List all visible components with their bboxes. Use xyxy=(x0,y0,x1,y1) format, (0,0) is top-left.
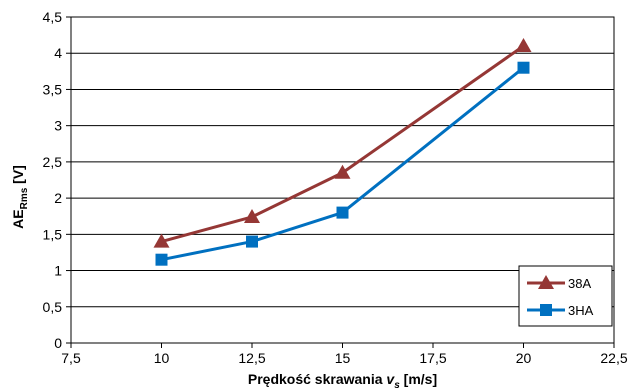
y-tick-label: 4 xyxy=(54,45,62,61)
y-tick-label: 0,5 xyxy=(43,299,63,315)
x-tick-label: 15 xyxy=(335,350,351,366)
x-tick-label: 12,5 xyxy=(238,350,265,366)
x-tick-label: 20 xyxy=(516,350,532,366)
x-tick-label: 10 xyxy=(154,350,170,366)
x-tick-label: 22,5 xyxy=(600,350,627,366)
y-axis-title: AERms [V] xyxy=(10,165,30,229)
y-axis-title-unit: [V] xyxy=(10,165,26,188)
axis-ticks: 00,511,522,533,544,57,5 10 12,5 15 17,5 20 22,… xyxy=(43,9,628,366)
legend: 38A 3HA xyxy=(518,265,613,327)
series-line-3ha xyxy=(161,66,525,262)
series-line-38a xyxy=(161,44,525,244)
legend-marker-3ha xyxy=(540,304,552,316)
data-point-38a xyxy=(334,164,351,179)
x-axis-title-main: Prędkość skrawania xyxy=(248,371,387,387)
data-point-3ha xyxy=(155,253,168,266)
data-point-3ha xyxy=(517,61,530,74)
series-38a xyxy=(153,37,532,248)
y-tick-label: 4,5 xyxy=(43,9,63,25)
y-axis-title-main: AE xyxy=(10,209,26,228)
legend-item-38a: 38A xyxy=(527,275,591,291)
x-tick-label: 17,5 xyxy=(419,350,446,366)
x-axis-title-var: v xyxy=(386,371,395,387)
y-tick-label: 3 xyxy=(54,118,62,134)
data-point-38a xyxy=(153,233,170,248)
data-point-3ha xyxy=(336,206,349,219)
series-layer xyxy=(153,37,532,266)
y-tick-label: 2,5 xyxy=(43,154,63,170)
legend-marker-38a xyxy=(538,275,554,289)
legend-box xyxy=(518,265,613,327)
y-tick-label: 1 xyxy=(54,263,62,279)
y-tick-label: 0 xyxy=(54,335,62,351)
gridlines xyxy=(71,16,614,308)
legend-item-3ha: 3HA xyxy=(527,303,594,318)
legend-label-3ha: 3HA xyxy=(568,303,594,318)
x-axis-title: Prędkość skrawania vs [m/s] xyxy=(248,371,437,391)
legend-label-38a: 38A xyxy=(568,276,591,291)
y-axis-title-sub: Rms xyxy=(19,187,30,209)
y-tick-label: 2 xyxy=(54,190,62,206)
series-3ha xyxy=(155,61,530,266)
y-tick-label: 3,5 xyxy=(43,81,63,97)
data-point-38a xyxy=(244,208,260,223)
x-axis-title-sub: s xyxy=(394,380,400,391)
x-tick-label: 7,5 xyxy=(61,350,81,366)
x-axis-title-unit: [m/s] xyxy=(400,371,437,387)
data-point-38a xyxy=(515,37,532,52)
y-tick-label: 1,5 xyxy=(43,226,63,242)
data-point-3ha xyxy=(246,235,258,248)
